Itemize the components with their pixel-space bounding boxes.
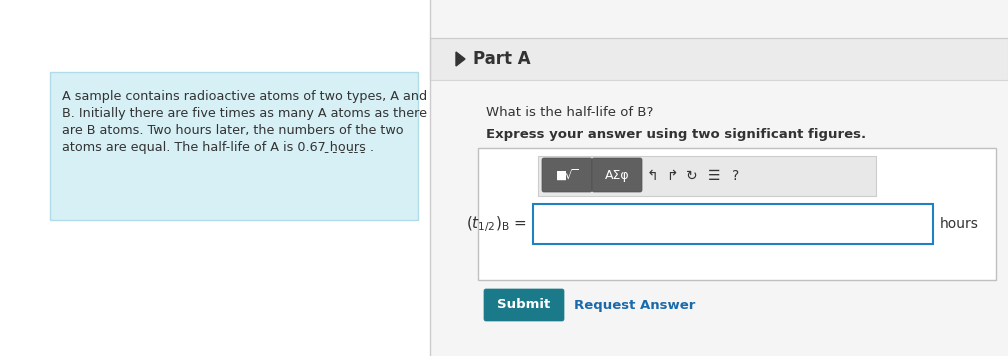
FancyBboxPatch shape — [484, 289, 564, 321]
Text: ↻: ↻ — [686, 169, 698, 183]
Text: hours: hours — [940, 217, 979, 231]
FancyBboxPatch shape — [478, 148, 996, 280]
Text: are B atoms. Two hours later, the numbers of the two: are B atoms. Two hours later, the number… — [62, 124, 403, 137]
FancyBboxPatch shape — [592, 158, 642, 192]
FancyBboxPatch shape — [0, 0, 430, 356]
Text: ↰: ↰ — [646, 169, 658, 183]
Text: Submit: Submit — [497, 298, 550, 312]
FancyBboxPatch shape — [538, 156, 876, 196]
Text: ☰: ☰ — [708, 169, 721, 183]
FancyBboxPatch shape — [50, 72, 418, 220]
FancyBboxPatch shape — [542, 158, 592, 192]
FancyBboxPatch shape — [430, 0, 1008, 356]
Text: A sample contains radioactive atoms of two types, A and: A sample contains radioactive atoms of t… — [62, 90, 427, 103]
Text: ΑΣφ: ΑΣφ — [605, 168, 629, 182]
Text: What is the half-life of B?: What is the half-life of B? — [486, 106, 653, 119]
Text: ↱: ↱ — [666, 169, 677, 183]
Text: Request Answer: Request Answer — [574, 298, 696, 312]
Text: Express your answer using two significant figures.: Express your answer using two significan… — [486, 128, 866, 141]
Polygon shape — [456, 52, 465, 66]
Text: Part A: Part A — [473, 50, 530, 68]
FancyBboxPatch shape — [533, 204, 933, 244]
Text: B. Initially there are five times as many A atoms as there: B. Initially there are five times as man… — [62, 107, 427, 120]
Text: atoms are equal. The half-life of A is 0.67 ̱ẖo̱u̱ṟs̱ .: atoms are equal. The half-life of A is 0… — [62, 141, 374, 154]
Text: $(t_{1/2})_\mathrm{B}$ =: $(t_{1/2})_\mathrm{B}$ = — [466, 214, 527, 234]
Text: ?: ? — [733, 169, 740, 183]
FancyBboxPatch shape — [430, 38, 1008, 80]
Text: $\blacksquare\!\sqrt{\,}$: $\blacksquare\!\sqrt{\,}$ — [555, 167, 579, 183]
